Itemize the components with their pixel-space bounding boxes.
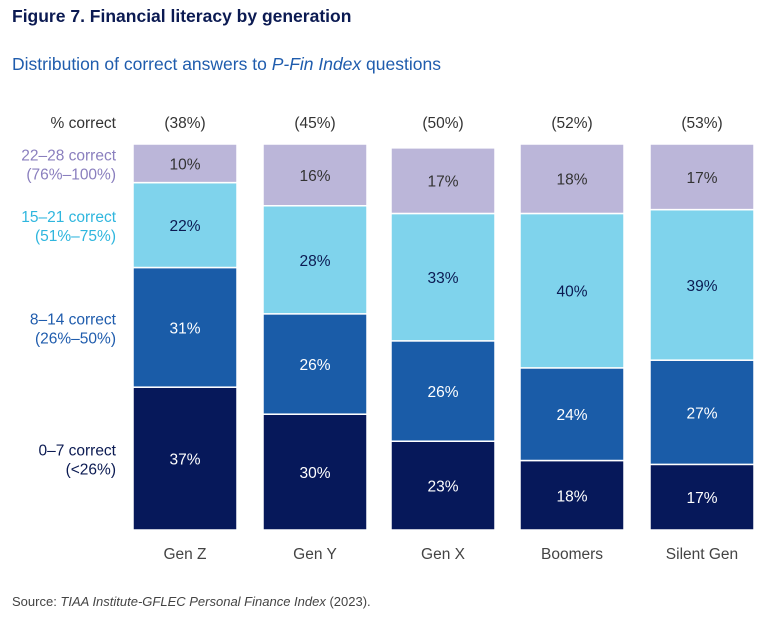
category-label: Gen Y	[293, 546, 337, 563]
segment-value-label: 10%	[169, 156, 200, 173]
segment-value-label: 16%	[299, 168, 330, 185]
overall-score-label: (45%)	[294, 115, 335, 132]
category-label: Silent Gen	[666, 546, 738, 563]
segment-value-label: 33%	[427, 270, 458, 287]
bar-segment	[132, 143, 238, 184]
header-label: % correct	[51, 115, 117, 132]
bar-segment	[649, 208, 755, 361]
chart-subtitle: Distribution of correct answers to P-Fin…	[12, 54, 441, 75]
segment-value-label: 26%	[299, 357, 330, 374]
legend-label-range: (76%–100%)	[26, 166, 116, 183]
category-label: Gen Z	[163, 546, 206, 563]
overall-score-label: (50%)	[422, 115, 463, 132]
segment-value-label: 40%	[556, 284, 587, 301]
bar-segment	[132, 181, 238, 269]
bar-segment	[132, 266, 238, 388]
bar-segment	[262, 313, 368, 415]
bar-segment	[262, 143, 368, 207]
legend-label-range: (51%–75%)	[35, 228, 116, 245]
segment-value-label: 27%	[686, 405, 717, 422]
figure-title: Figure 7. Financial literacy by generati…	[12, 6, 352, 26]
category-label: Boomers	[541, 546, 603, 563]
bar-segment	[519, 459, 625, 531]
segment-value-label: 24%	[556, 407, 587, 424]
subtitle-suffix: questions	[361, 54, 441, 74]
segment-value-label: 22%	[169, 218, 200, 235]
overall-score-label: (53%)	[681, 115, 722, 132]
source-suffix: (2023).	[325, 594, 371, 609]
bar-segment	[649, 463, 755, 531]
source-italic: TIAA Institute-GFLEC Personal Finance In…	[60, 594, 326, 609]
bar-segment	[649, 143, 755, 211]
source-note: Source: TIAA Institute-GFLEC Personal Fi…	[12, 594, 371, 609]
source-prefix: Source:	[12, 594, 61, 609]
bar-segment	[132, 386, 238, 531]
segment-value-label: 30%	[299, 465, 330, 482]
segment-value-label: 28%	[299, 253, 330, 270]
legend-label: 0–7 correct	[38, 443, 116, 460]
bar-segment	[390, 212, 496, 342]
subtitle-prefix: Distribution of correct answers to	[12, 54, 272, 74]
bar-segment	[519, 143, 625, 215]
legend-label-range: (26%–50%)	[35, 330, 116, 347]
bar-segment	[390, 440, 496, 531]
segment-value-label: 39%	[686, 278, 717, 295]
segment-value-label: 17%	[686, 490, 717, 507]
segment-value-label: 31%	[169, 320, 200, 337]
subtitle-italic: P-Fin Index	[271, 54, 362, 74]
segment-value-label: 18%	[556, 172, 587, 189]
legend-label: 15–21 correct	[21, 209, 116, 226]
segment-value-label: 26%	[427, 384, 458, 401]
legend-label-range: (<26%)	[66, 462, 116, 479]
bar-segment	[519, 367, 625, 462]
segment-value-label: 18%	[556, 488, 587, 505]
bar-segment	[390, 147, 496, 215]
legend-label: 8–14 correct	[30, 311, 117, 328]
bar-segment	[262, 413, 368, 531]
bar-segment	[390, 340, 496, 442]
segment-value-label: 37%	[169, 452, 200, 469]
overall-score-label: (38%)	[164, 115, 205, 132]
category-label: Gen X	[421, 546, 466, 563]
segment-value-label: 17%	[427, 174, 458, 191]
legend-label: 22–28 correct	[21, 147, 116, 164]
segment-value-label: 17%	[686, 170, 717, 187]
segment-value-label: 23%	[427, 479, 458, 496]
overall-score-label: (52%)	[551, 115, 592, 132]
